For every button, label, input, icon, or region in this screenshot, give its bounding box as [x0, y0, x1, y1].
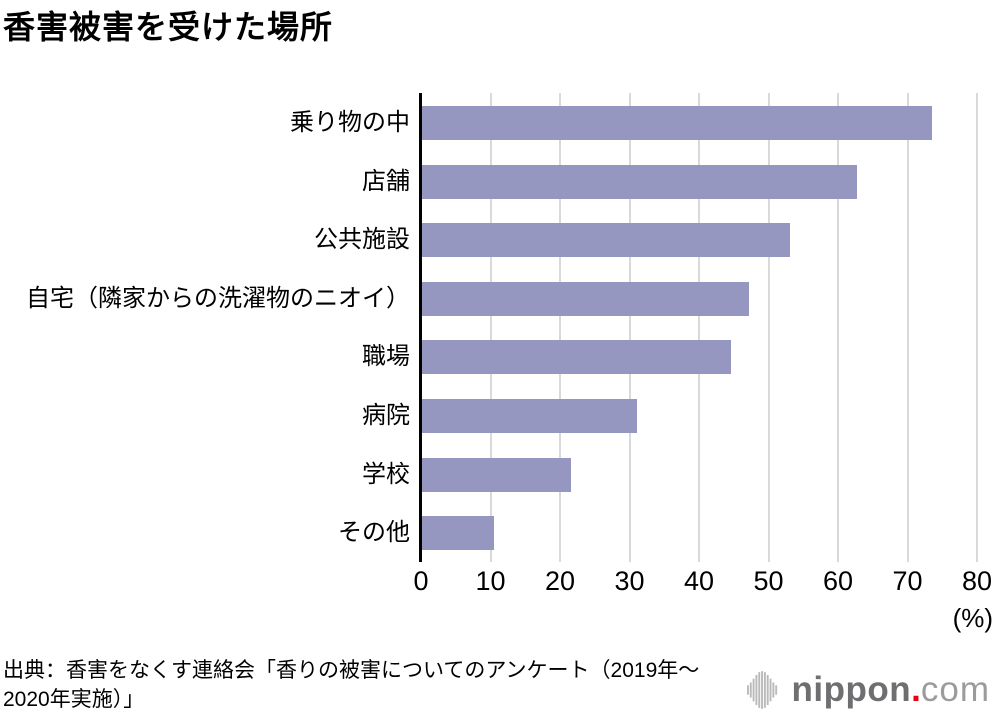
logo-red-dot: . — [911, 670, 921, 709]
source-note: 出典：香害をなくす連絡会「香りの被害についてのアンケート（2019年～ 2020… — [3, 659, 700, 711]
gridline — [767, 93, 770, 562]
chart-bar — [422, 340, 731, 375]
category-label: 職場 — [362, 343, 410, 371]
chart-bar — [422, 164, 858, 199]
nippon-com-logo: nippon. com — [746, 668, 990, 712]
x-tick-label: 80 — [961, 566, 993, 596]
category-axis-line — [419, 93, 422, 562]
category-label: 自宅（隣家からの洗濯物のニオイ） — [26, 284, 410, 312]
category-label: 公共施設 — [314, 226, 410, 254]
x-tick-label: 70 — [892, 566, 923, 596]
x-tick-label: 40 — [683, 566, 715, 596]
gridline — [698, 93, 700, 562]
chart-bar — [422, 516, 495, 551]
gridline — [837, 93, 839, 562]
category-label: 店舗 — [362, 167, 410, 195]
chart-bar — [422, 281, 750, 316]
x-axis-unit-label: (%) — [952, 603, 993, 633]
gridline — [559, 93, 561, 562]
chart-bar — [422, 457, 571, 492]
x-tick-label: 20 — [544, 566, 576, 596]
gridline — [976, 93, 978, 562]
category-label: 病院 — [362, 402, 410, 429]
logo-text-com: com — [920, 670, 990, 709]
gridline — [489, 93, 492, 562]
logo-text-nippon: nippon — [791, 670, 912, 709]
soundbars-icon — [746, 671, 777, 709]
x-tick-label: 30 — [614, 566, 645, 596]
x-tick-label: 60 — [822, 566, 854, 596]
x-tick-label: 50 — [753, 566, 784, 596]
category-label: 学校 — [362, 460, 410, 488]
gridline — [628, 93, 631, 562]
gridline — [906, 93, 909, 562]
category-label: その他 — [338, 519, 410, 547]
x-tick-label: 10 — [475, 566, 506, 596]
chart-bar — [422, 399, 638, 433]
category-label: 乗り物の中 — [290, 109, 410, 136]
chart-bar — [422, 106, 933, 140]
x-tick-label: 0 — [413, 566, 429, 596]
chart-title: 香害被害を受けた場所 — [3, 9, 334, 45]
chart-bar — [422, 223, 791, 258]
